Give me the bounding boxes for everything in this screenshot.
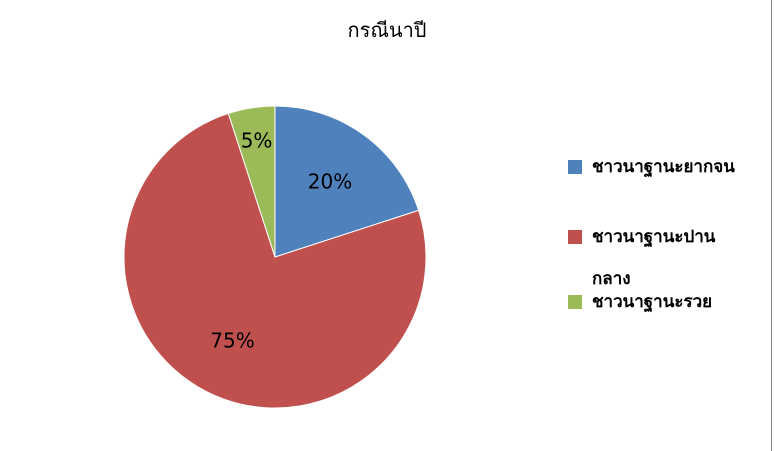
data-label: 75%: [210, 328, 254, 352]
legend-swatch: [568, 160, 582, 174]
legend-swatch: [568, 230, 582, 244]
pie-slice: [274, 105, 420, 258]
data-label: 5%: [241, 129, 273, 153]
legend-label: ชาวนาฐานะปานกลาง: [592, 227, 716, 289]
legend-item-middle: ชาวนาฐานะปานกลาง: [568, 226, 768, 300]
pie-slice: [123, 112, 427, 409]
data-label: 20%: [308, 169, 352, 193]
pie-slice: [227, 105, 276, 258]
legend-item-poor: ชาวนาฐานะยากจน: [568, 156, 768, 178]
legend-label: ชาวนาฐานะยากจน: [592, 157, 735, 177]
chart-border: [771, 0, 772, 451]
legend-item-rich: ชาวนาฐานะรวย: [568, 291, 768, 313]
legend-swatch: [568, 295, 582, 309]
legend-label: ชาวนาฐานะรวย: [592, 292, 713, 312]
chart-title: กรณีนาปี: [347, 18, 427, 42]
